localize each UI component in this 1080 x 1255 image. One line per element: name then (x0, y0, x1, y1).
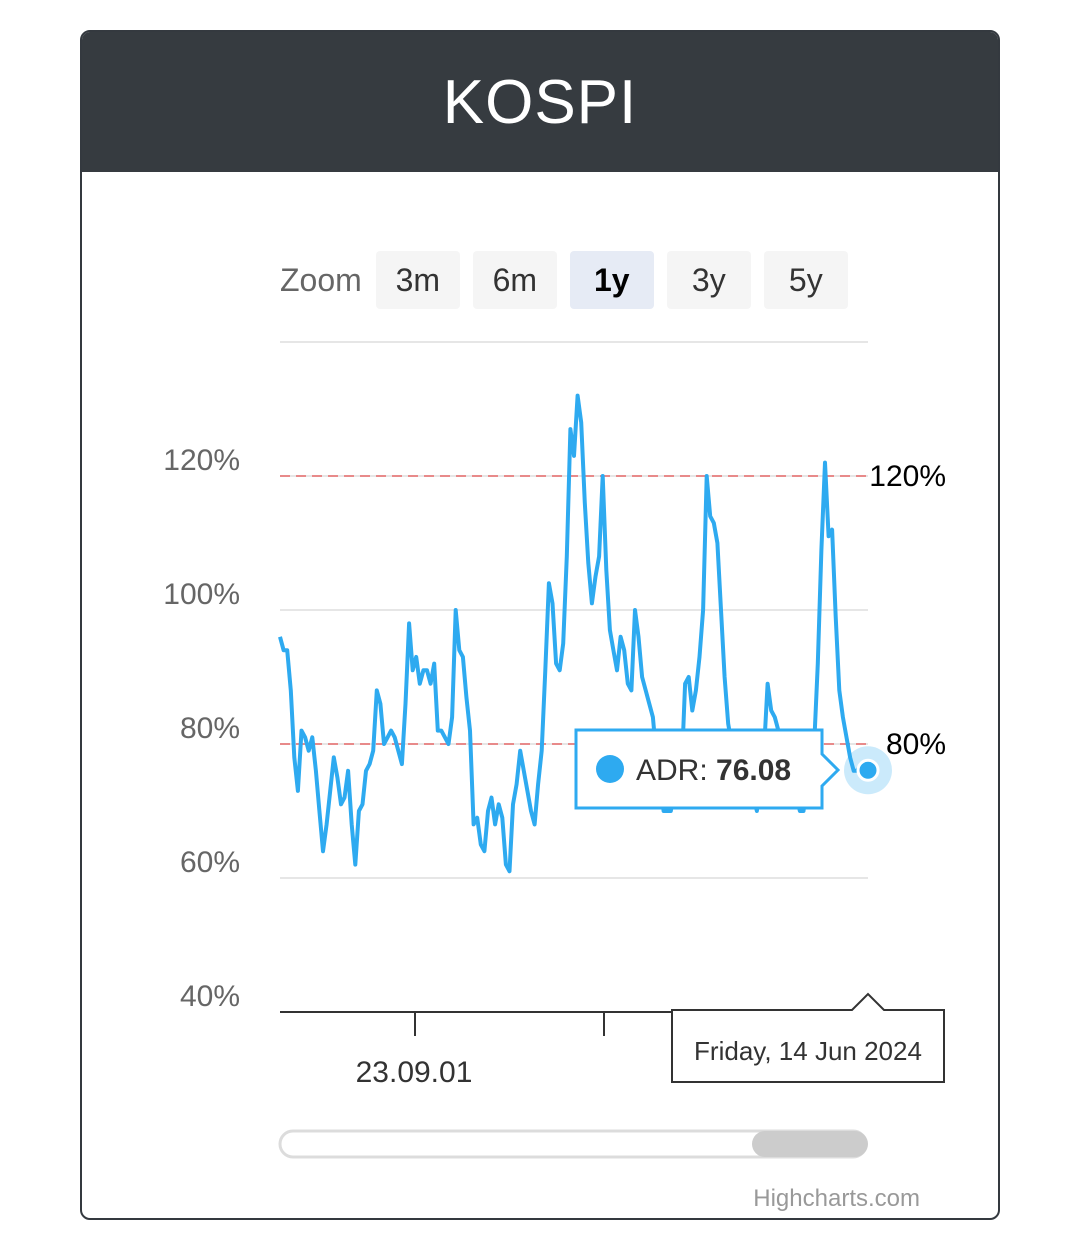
zoom-button-6m[interactable]: 6m (472, 251, 557, 309)
y-tick-label-40: 40% (180, 980, 240, 1013)
zoom-button-3m[interactable]: 3m (375, 251, 460, 309)
date-label-text: Friday, 14 Jun 2024 (694, 1036, 922, 1066)
highcharts-credit[interactable]: Highcharts.com (753, 1185, 920, 1212)
tooltip-series-dot (596, 755, 624, 783)
tooltip-text: ADR: 76.08 (636, 754, 791, 787)
chart-title: KOSPI (82, 32, 998, 172)
zoom-label: Zoom (280, 261, 362, 298)
zoom-button-1y[interactable]: 1y (569, 251, 654, 309)
series-line-adr (278, 393, 870, 874)
data-point-last[interactable] (856, 758, 880, 782)
tooltip-value: 76.08 (716, 754, 791, 787)
zoom-button-3y[interactable]: 3y (666, 251, 751, 309)
chart-card: KOSPI (80, 30, 1000, 1220)
zoom-button-5y[interactable]: 5y (763, 251, 848, 309)
y-tick-label-100: 100% (163, 578, 240, 611)
tooltip-series-name: ADR: (636, 754, 716, 787)
y-tick-label-120: 120% (163, 444, 240, 477)
reference-label-80: 80% (886, 728, 946, 761)
zoom-selector: Zoom 3m 6m 1y 3y 5y (280, 250, 861, 310)
y-tick-label-80: 80% (180, 712, 240, 745)
date-label-box (671, 992, 945, 1083)
reference-label-120: 120% (869, 460, 946, 493)
tooltip-box (574, 728, 841, 810)
x-tick-label-0: 23.09.01 (356, 1056, 473, 1089)
y-tick-label-60: 60% (180, 846, 240, 879)
navigator-handle[interactable] (752, 1131, 868, 1157)
